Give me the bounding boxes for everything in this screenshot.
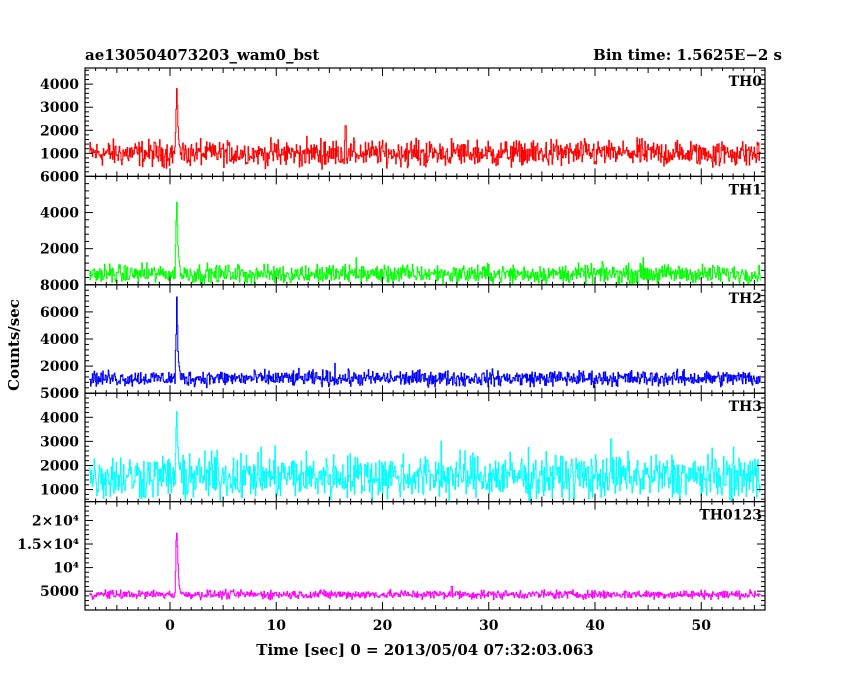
series-line-th3 xyxy=(89,411,761,502)
panel-th0: 0 1000 2000 3000 4000 TH0 xyxy=(40,67,766,185)
panel-label-th0123: TH0123 xyxy=(699,508,762,524)
y-tick-label: 0 xyxy=(69,278,79,294)
panel-label-th2: TH2 xyxy=(729,291,762,307)
x-tick-label: 50 xyxy=(692,618,712,634)
y-tick-label: 1000 xyxy=(40,146,79,162)
series-line-th1 xyxy=(89,201,761,285)
panel-th0123: 5000 10⁴ 1.5×10⁴ 2×10⁴ TH0123 xyxy=(17,501,766,611)
y-tick-label: 2000 xyxy=(40,359,79,375)
y-tick-label: 3000 xyxy=(40,100,79,116)
y-tick-label: 8000 xyxy=(40,278,79,294)
panel-th3: 1000 2000 3000 4000 5000 TH3 xyxy=(40,386,766,503)
panel-th1: 0 2000 4000 6000 TH1 xyxy=(40,169,766,294)
x-tick-label: 40 xyxy=(585,618,605,634)
y-tick-label: 0 xyxy=(69,386,79,402)
panel-label-th3: TH3 xyxy=(729,399,762,415)
y-tick-label: 2×10⁴ xyxy=(32,513,79,529)
y-tick-label: 4000 xyxy=(40,410,79,426)
y-tick-label: 2000 xyxy=(40,458,79,474)
panel-label-th1: TH1 xyxy=(729,182,762,198)
y-tick-label: 6000 xyxy=(40,305,79,321)
x-tick-label: 20 xyxy=(373,618,393,634)
y-axis-label: Counts/sec xyxy=(5,299,23,391)
y-tick-label: 5000 xyxy=(40,386,79,402)
series-line-th2 xyxy=(89,296,761,389)
panel-th2: 0 2000 4000 6000 8000 TH2 xyxy=(40,278,766,402)
y-tick-label: 6000 xyxy=(40,169,79,185)
y-tick-label: 5000 xyxy=(40,584,79,600)
panel-label-th0: TH0 xyxy=(729,74,763,90)
y-tick-label: 0 xyxy=(69,169,79,185)
bin-time-label: Bin time: 1.5625E−2 s xyxy=(593,46,782,64)
y-tick-label: 10⁴ xyxy=(53,561,79,577)
x-tick-label: 0 xyxy=(165,618,175,634)
series-line-th0123 xyxy=(89,532,761,601)
series-line-th0 xyxy=(89,88,761,170)
y-tick-label: 4000 xyxy=(40,77,79,93)
x-axis-label: Time [sec] 0 = 2013/05/04 07:32:03.063 xyxy=(256,641,593,659)
y-tick-label: 4000 xyxy=(40,332,79,348)
y-tick-label: 3000 xyxy=(40,434,79,450)
y-tick-label: 1.5×10⁴ xyxy=(17,537,79,553)
y-tick-label: 2000 xyxy=(40,242,79,258)
y-tick-label: 2000 xyxy=(40,123,79,139)
x-tick-label: 30 xyxy=(479,618,499,634)
y-tick-label: 1000 xyxy=(40,483,79,499)
obs-id-title: ae130504073203_wam0_bst xyxy=(85,46,319,64)
x-tick-label: 10 xyxy=(267,618,287,634)
y-tick-label: 4000 xyxy=(40,206,79,222)
